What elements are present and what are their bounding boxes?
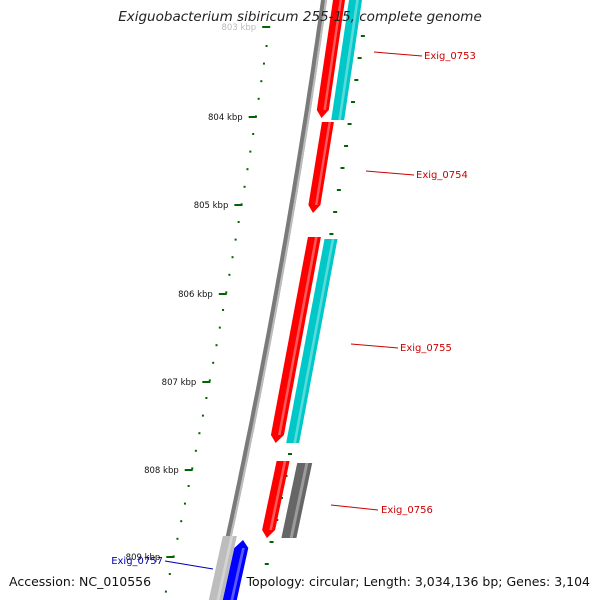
feature-track bbox=[208, 0, 362, 600]
feature-exig-0753[interactable] bbox=[331, 0, 362, 120]
scale-tick-label: 803 kbp bbox=[222, 23, 257, 33]
genome-summary: Topology: circular; Length: 3,034,136 bp; … bbox=[244, 574, 592, 589]
scale-tick-label: 809 kbp bbox=[126, 553, 161, 563]
feature-exig-0756-body bbox=[281, 463, 313, 538]
gene-exig-0753-body bbox=[316, 0, 345, 118]
backbone-line bbox=[211, 0, 327, 600]
gene-exig-0754-shine bbox=[315, 122, 331, 205]
gene-exig-0755[interactable] bbox=[270, 237, 321, 443]
ruler-dot bbox=[198, 432, 201, 435]
ruler-dot bbox=[246, 168, 249, 171]
gene-exig-0754[interactable] bbox=[308, 122, 334, 213]
gene-leader-line bbox=[330, 504, 379, 511]
gene-label[interactable]: Exig_0757 bbox=[111, 556, 163, 567]
ruler-dot bbox=[231, 256, 234, 259]
genes-label: Genes: bbox=[506, 574, 551, 589]
backbone-track bbox=[211, 0, 327, 600]
feature-exig-0755[interactable] bbox=[286, 239, 338, 443]
ruler-dot bbox=[249, 150, 252, 153]
ruler-dot bbox=[225, 291, 228, 294]
ruler-dot bbox=[191, 467, 194, 470]
ruler-dot bbox=[228, 273, 231, 276]
feature-exig-0757-gray-shine bbox=[216, 536, 234, 600]
ruler-dot bbox=[180, 520, 183, 523]
feature-exig-0757-gray-body bbox=[208, 536, 237, 600]
length-label: Length: bbox=[363, 574, 411, 589]
feature-exig-0753-body bbox=[331, 0, 362, 120]
gene-exig-0753[interactable] bbox=[316, 0, 345, 118]
ruler-dot bbox=[252, 133, 255, 135]
length-value: 3,034,136 bp; bbox=[414, 574, 503, 589]
gene-leader-line bbox=[164, 560, 214, 570]
map-title: Exiguobacterium sibiricum 255-15, comple… bbox=[118, 9, 482, 25]
scale-tick-label: 804 kbp bbox=[208, 113, 243, 123]
gene-exig-0756-shine bbox=[269, 461, 287, 530]
gene-exig-0757[interactable] bbox=[222, 540, 249, 600]
ruler-dot bbox=[176, 537, 179, 540]
ruler-dot bbox=[240, 203, 243, 206]
ruler-dot bbox=[257, 97, 260, 100]
gene-exig-0755-body bbox=[270, 237, 321, 443]
ruler-dot bbox=[212, 361, 215, 364]
gene-label[interactable]: Exig_0755 bbox=[400, 343, 452, 354]
ruler-dot bbox=[215, 344, 218, 347]
ruler-dot bbox=[243, 185, 246, 188]
ruler-dot bbox=[254, 115, 257, 118]
gene-exig-0757-shine bbox=[230, 548, 245, 600]
feature-exig-0757-gray[interactable] bbox=[208, 536, 237, 600]
gene-leader-line bbox=[350, 343, 399, 349]
gene-exig-0757-body bbox=[222, 540, 249, 600]
accession-info: Accession: NC_010556 bbox=[7, 574, 154, 589]
gene-exig-0755-shine bbox=[278, 237, 318, 435]
ruler-dot bbox=[237, 221, 240, 223]
feature-exig-0756-shine bbox=[289, 463, 309, 538]
ruler-dot bbox=[168, 573, 171, 575]
scale-tick-label: 808 kbp bbox=[144, 466, 179, 476]
ruler-dot bbox=[218, 326, 221, 329]
gene-exig-0756[interactable] bbox=[262, 461, 290, 538]
gene-label[interactable]: Exig_0753 bbox=[424, 51, 476, 62]
ruler-dot bbox=[262, 62, 265, 65]
gene-leader-line bbox=[373, 51, 423, 57]
ruler-dot bbox=[172, 555, 175, 558]
topology-value: circular; bbox=[309, 574, 360, 589]
backbone-highlight bbox=[215, 0, 327, 600]
ruler-dot bbox=[201, 414, 204, 417]
ruler-dot bbox=[194, 449, 197, 452]
ruler-dot bbox=[260, 80, 263, 83]
gene-exig-0756-body bbox=[262, 461, 290, 538]
ruler-dot bbox=[234, 238, 237, 241]
gene-label[interactable]: Exig_0756 bbox=[381, 505, 433, 516]
feature-exig-0755-shine bbox=[293, 239, 335, 443]
scale-tick-label: 807 kbp bbox=[162, 378, 197, 388]
ruler-dot bbox=[164, 590, 167, 593]
ruler-dot bbox=[183, 502, 186, 505]
gene-leader-line bbox=[365, 170, 415, 176]
accession-label: Accession: bbox=[9, 574, 76, 589]
ruler-dot bbox=[265, 45, 268, 47]
ruler-dot bbox=[187, 485, 190, 487]
scale-tick-label: 806 kbp bbox=[178, 290, 213, 300]
feature-exig-0755-body bbox=[286, 239, 338, 443]
ruler-dot bbox=[205, 397, 208, 399]
ruler-dot bbox=[222, 309, 225, 311]
feature-exig-0753-shine bbox=[338, 0, 359, 120]
topology-label: Topology: bbox=[246, 574, 306, 589]
gene-exig-0753-shine bbox=[323, 0, 342, 110]
feature-exig-0756[interactable] bbox=[281, 463, 313, 538]
gene-label[interactable]: Exig_0754 bbox=[416, 170, 468, 181]
genes-value: 3,104 bbox=[554, 574, 590, 589]
scale-tick-label: 805 kbp bbox=[194, 201, 229, 211]
ruler-dot bbox=[208, 379, 211, 382]
gene-labels: Exig_0753 Exig_0754 Exig_0755 Exig_0756 Exig… bbox=[111, 51, 476, 570]
accession-value: NC_010556 bbox=[79, 574, 152, 589]
gene-exig-0754-body bbox=[308, 122, 334, 213]
